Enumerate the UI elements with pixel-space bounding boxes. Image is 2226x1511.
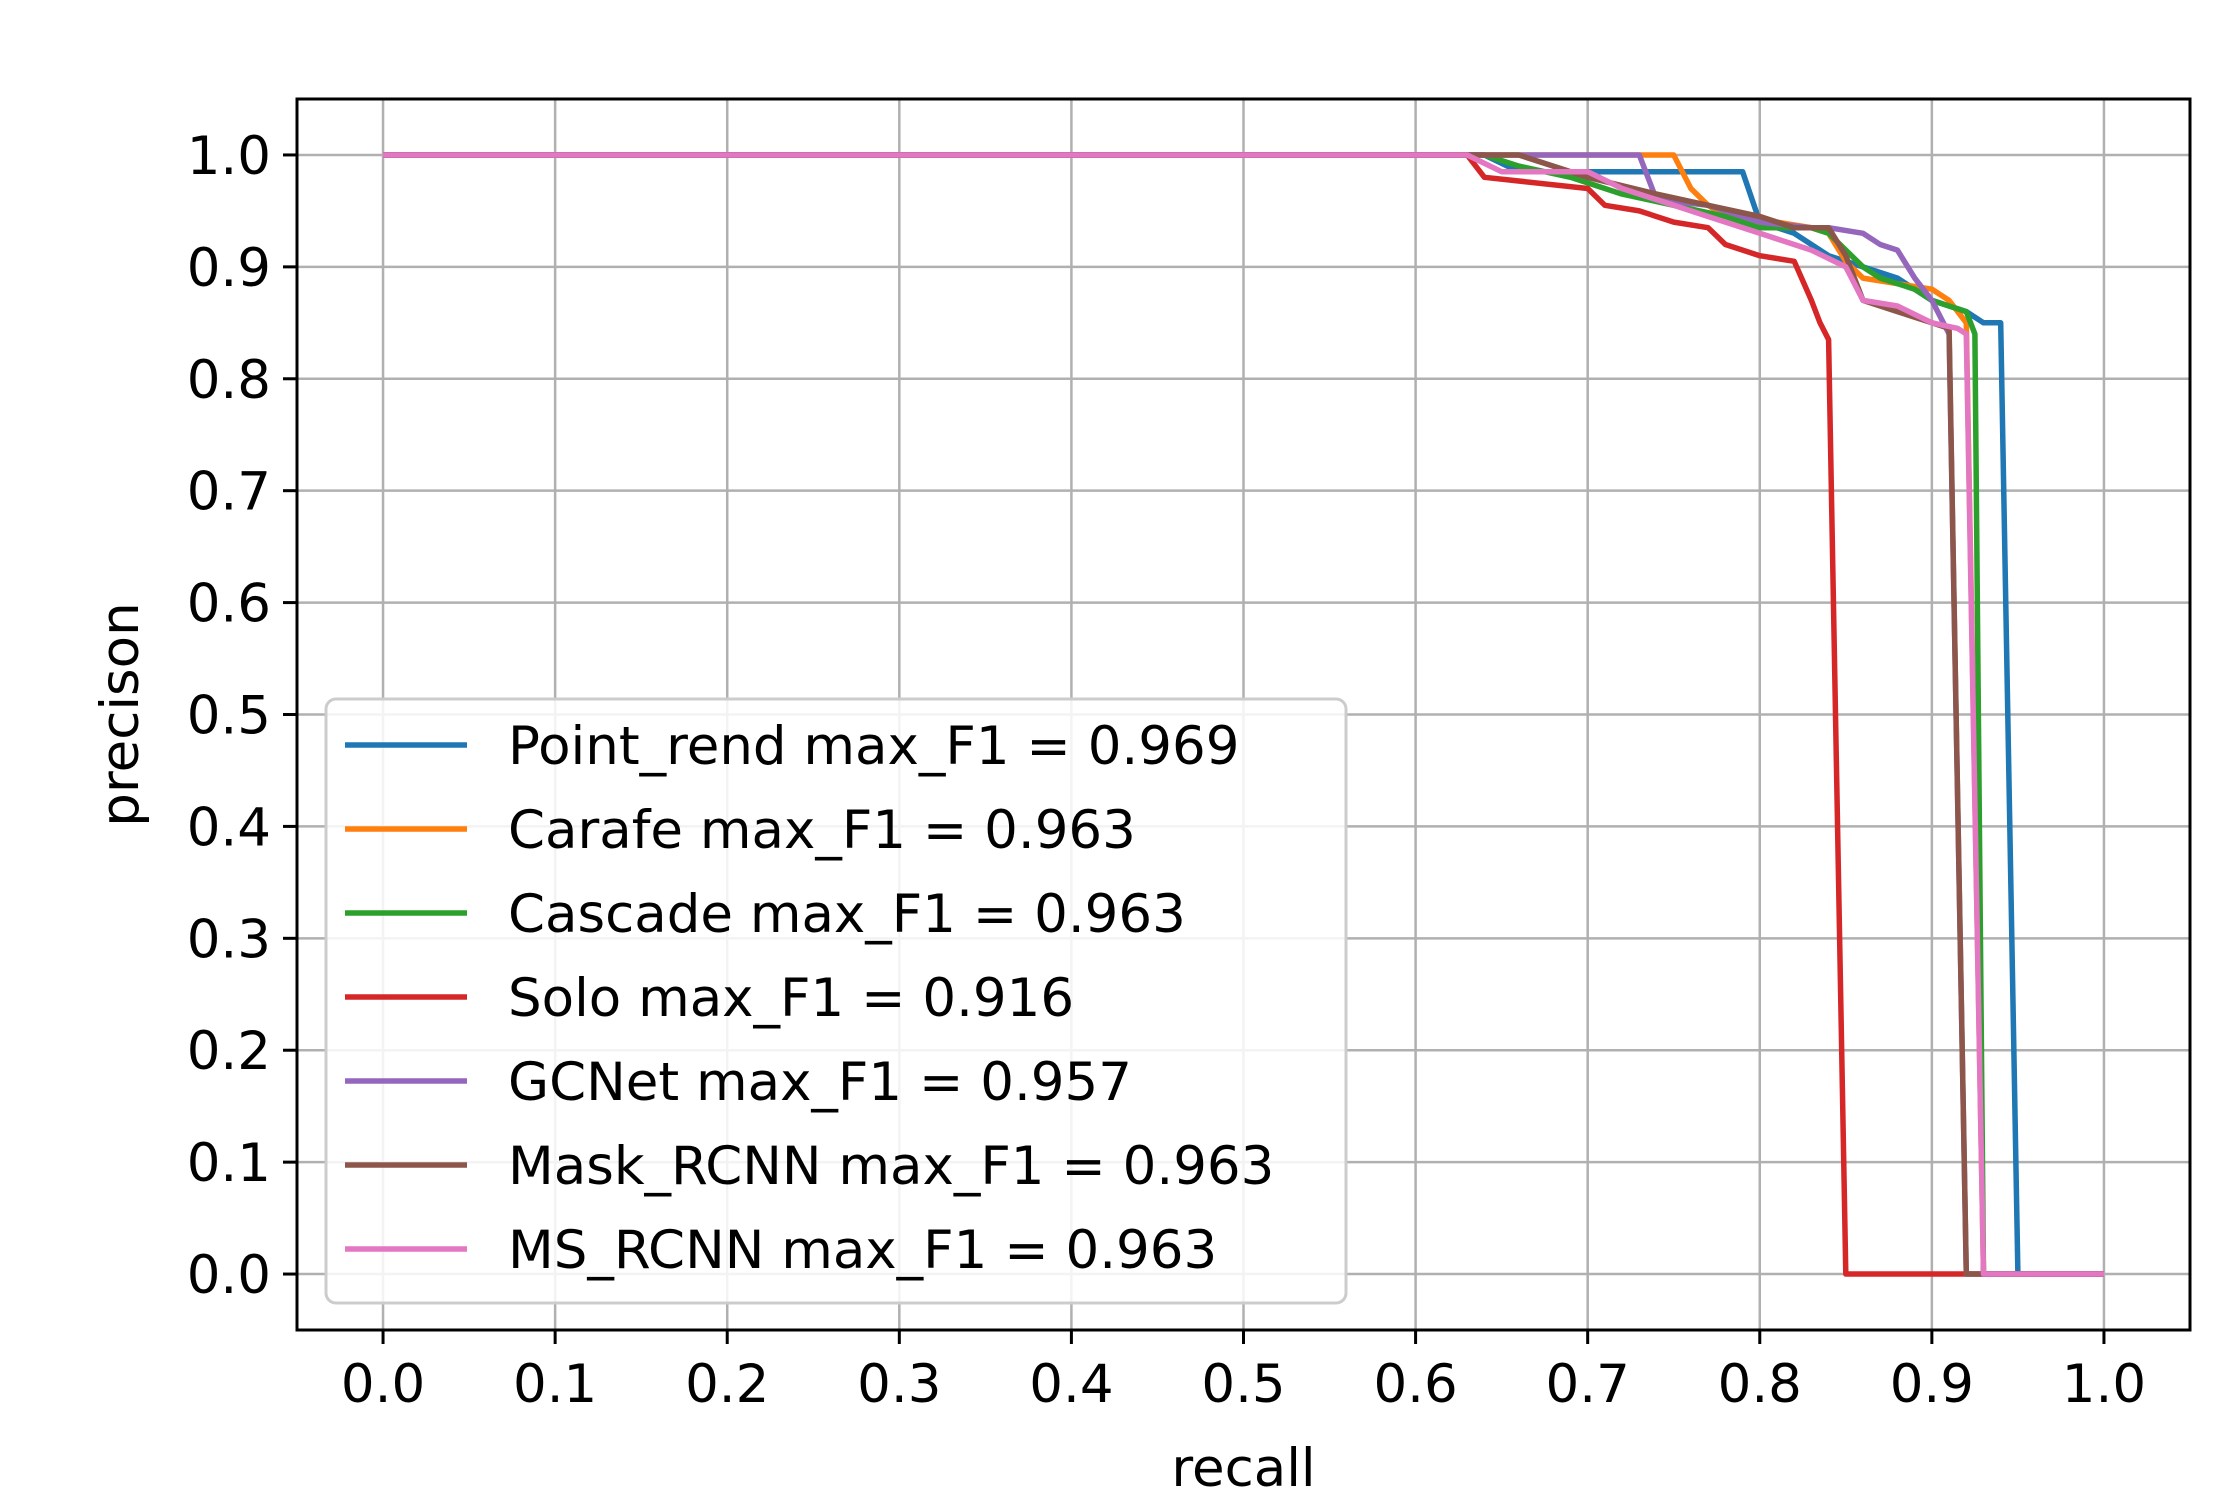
y-tick-label: 0.2 bbox=[187, 1021, 271, 1082]
x-tick-label: 1.0 bbox=[2062, 1354, 2146, 1415]
y-tick-label: 0.6 bbox=[187, 574, 271, 635]
series-line-6 bbox=[383, 152, 2104, 1277]
series-line-2 bbox=[383, 152, 2104, 1277]
legend-entry-label: Mask_RCNN max_F1 = 0.963 bbox=[508, 1136, 1274, 1197]
legend-entry-label: Point_rend max_F1 = 0.969 bbox=[508, 716, 1239, 777]
x-tick-label: 0.9 bbox=[1890, 1354, 1974, 1415]
y-tick-label: 0.5 bbox=[187, 686, 271, 747]
y-tick-label: 0.7 bbox=[187, 462, 271, 523]
y-tick-label: 0.8 bbox=[187, 350, 271, 411]
x-tick-label: 0.4 bbox=[1029, 1354, 1113, 1415]
series-lines bbox=[383, 152, 2104, 1277]
x-tick-label: 0.7 bbox=[1546, 1354, 1630, 1415]
x-tick-label: 0.8 bbox=[1718, 1354, 1802, 1415]
x-tick-label: 0.6 bbox=[1373, 1354, 1457, 1415]
legend-entry-label: GCNet max_F1 = 0.957 bbox=[508, 1052, 1132, 1113]
y-tick-label: 0.1 bbox=[187, 1133, 271, 1194]
y-tick-label: 0.3 bbox=[187, 909, 271, 970]
legend-entry-label: Cascade max_F1 = 0.963 bbox=[508, 884, 1186, 945]
legend: Point_rend max_F1 = 0.969 Carafe max_F1 =… bbox=[324, 697, 1348, 1305]
x-tick-label: 0.1 bbox=[513, 1354, 597, 1415]
legend-entry-label: Solo max_F1 = 0.916 bbox=[508, 968, 1074, 1029]
legend-box bbox=[324, 697, 1348, 1305]
legend-entry-label: MS_RCNN max_F1 = 0.963 bbox=[508, 1220, 1217, 1281]
y-tick-label: 0.9 bbox=[187, 238, 271, 299]
x-tick-label: 0.2 bbox=[685, 1354, 769, 1415]
series-line-4 bbox=[383, 152, 2104, 1277]
y-tick-label: 0.0 bbox=[187, 1245, 271, 1306]
x-tick-label: 0.5 bbox=[1201, 1354, 1285, 1415]
y-tick-label: 1.0 bbox=[187, 126, 271, 187]
series-line-3 bbox=[383, 152, 2104, 1277]
y-tick-label: 0.4 bbox=[187, 797, 271, 858]
x-tick-label: 0.3 bbox=[857, 1354, 941, 1415]
x-axis-label: recall bbox=[1171, 1438, 1315, 1499]
axis-ticks: 0.0 0.1 0.2 0.3 0.4 0.5 0.6 0.7 0.8 0.9 1.0 0.0 0.1 0… bbox=[187, 126, 2146, 1415]
x-tick-label: 0.0 bbox=[341, 1354, 425, 1415]
y-axis-label: precison bbox=[90, 602, 151, 826]
legend-entry-label: Carafe max_F1 = 0.963 bbox=[508, 800, 1136, 861]
